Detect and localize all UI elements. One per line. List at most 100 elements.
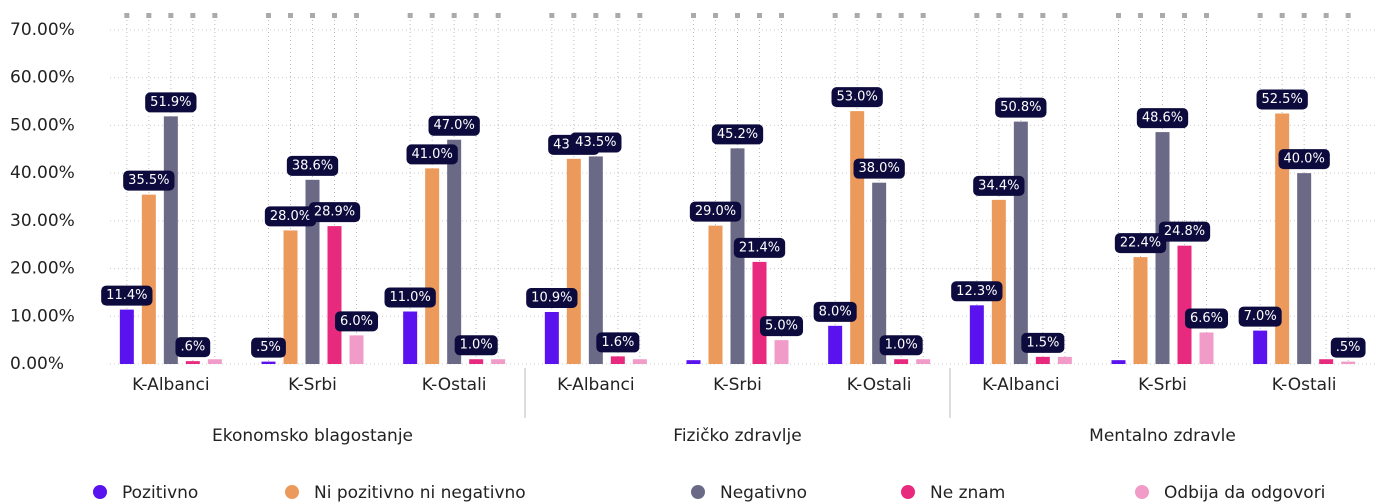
data-label: 6.0% (340, 314, 373, 329)
guide-cap (735, 13, 740, 18)
data-label-box (428, 115, 480, 136)
data-label-box (286, 155, 339, 176)
bar (349, 335, 364, 364)
bar (327, 226, 342, 364)
data-label-box (251, 337, 286, 358)
data-label-box (831, 87, 883, 108)
data-label-box (1158, 221, 1211, 242)
data-label: 11.4% (106, 288, 147, 303)
legend-marker (93, 485, 107, 499)
guide-cap (1257, 13, 1263, 18)
legend-label: Ne znam (930, 483, 1005, 503)
bar (261, 361, 276, 364)
guide-cap (898, 13, 904, 18)
guide-cap (124, 13, 130, 18)
data-label: 38.6% (292, 158, 333, 173)
guide-cap (757, 13, 762, 18)
legend-marker (901, 485, 915, 499)
data-label-box (1021, 332, 1065, 353)
data-label-box (101, 285, 153, 306)
data-label-box (123, 170, 175, 191)
guide-cap (354, 13, 359, 18)
guide-cap (429, 13, 435, 18)
data-label-box (1278, 149, 1330, 170)
y-tick-label: 0.00% (10, 354, 64, 374)
guide-cap (779, 13, 784, 18)
data-label-box (596, 332, 640, 353)
guide-cap (593, 13, 599, 18)
x-tick-label: K-Ostali (847, 375, 912, 395)
data-label: 1.5% (1026, 335, 1059, 350)
data-label: 1.0% (460, 338, 493, 353)
data-label: 21.4% (739, 240, 780, 255)
bar (1013, 121, 1028, 365)
y-tick-label: 60.00% (10, 68, 75, 88)
data-label: 38.0% (859, 161, 900, 176)
x-tick-label: K-Ostali (422, 375, 487, 395)
bar (774, 340, 789, 364)
x-tick-label: K-Albanci (982, 375, 1060, 395)
data-label: 11.0% (390, 290, 431, 305)
y-tick-label: 10.00% (10, 306, 75, 326)
guide-cap (1116, 13, 1121, 18)
data-label: 52.5% (1262, 92, 1303, 107)
bar (969, 305, 984, 364)
guide-cap (1301, 13, 1307, 18)
x-tick-label: K-Srbi (288, 375, 337, 395)
data-label: 43.5% (575, 135, 616, 150)
bar (447, 139, 462, 364)
guide-cap (168, 13, 174, 18)
data-label-box (1136, 108, 1189, 129)
guide-cap (407, 13, 413, 18)
data-label-box (264, 206, 317, 227)
data-label-box (733, 237, 786, 258)
y-tick-label: 70.00% (10, 20, 75, 40)
bar (119, 309, 134, 364)
data-label: 53.0% (837, 90, 878, 105)
bar (1253, 330, 1268, 364)
data-label-box (1238, 306, 1282, 327)
legend-label: Pozitivno (122, 483, 198, 503)
x-tick-label: K-Srbi (1138, 375, 1187, 395)
bar (1133, 257, 1148, 364)
data-label: 28.9% (314, 205, 355, 220)
guide-cap (190, 13, 196, 18)
data-label-box (853, 158, 905, 179)
data-label-box (526, 287, 578, 308)
guide-cap (332, 13, 337, 18)
bar (491, 359, 506, 364)
data-label: 6.6% (1190, 311, 1223, 326)
data-label-box (759, 316, 804, 337)
data-label: 7.0% (1244, 309, 1277, 324)
data-label-box (813, 301, 857, 322)
guide-cap (691, 13, 696, 18)
data-label: 41.0% (412, 147, 453, 162)
data-label: 50.8% (1000, 100, 1041, 115)
bar (828, 325, 843, 364)
data-label-box (145, 92, 197, 113)
data-label-box (570, 132, 622, 153)
bar (1199, 332, 1214, 364)
guide-cap (451, 13, 457, 18)
guide-cap (266, 13, 271, 18)
guide-cap (637, 13, 643, 18)
data-label: 8.0% (819, 304, 852, 319)
data-label-box (711, 124, 764, 145)
guide-cap (854, 13, 860, 18)
guide-cap (495, 13, 501, 18)
data-label: 48.6% (1142, 111, 1183, 126)
guide-cap (310, 13, 315, 18)
bar (610, 356, 625, 364)
bar (686, 360, 701, 364)
guide-cap (212, 13, 218, 18)
data-label-box (406, 144, 458, 165)
data-label: 1.6% (601, 335, 634, 350)
bar (632, 359, 647, 364)
data-label: .6% (180, 340, 205, 355)
bar (894, 359, 909, 364)
guide-cap (1204, 13, 1209, 18)
bar (544, 311, 559, 364)
x-tick-label: K-Ostali (1272, 375, 1337, 395)
data-label: 24.8% (1164, 224, 1205, 239)
